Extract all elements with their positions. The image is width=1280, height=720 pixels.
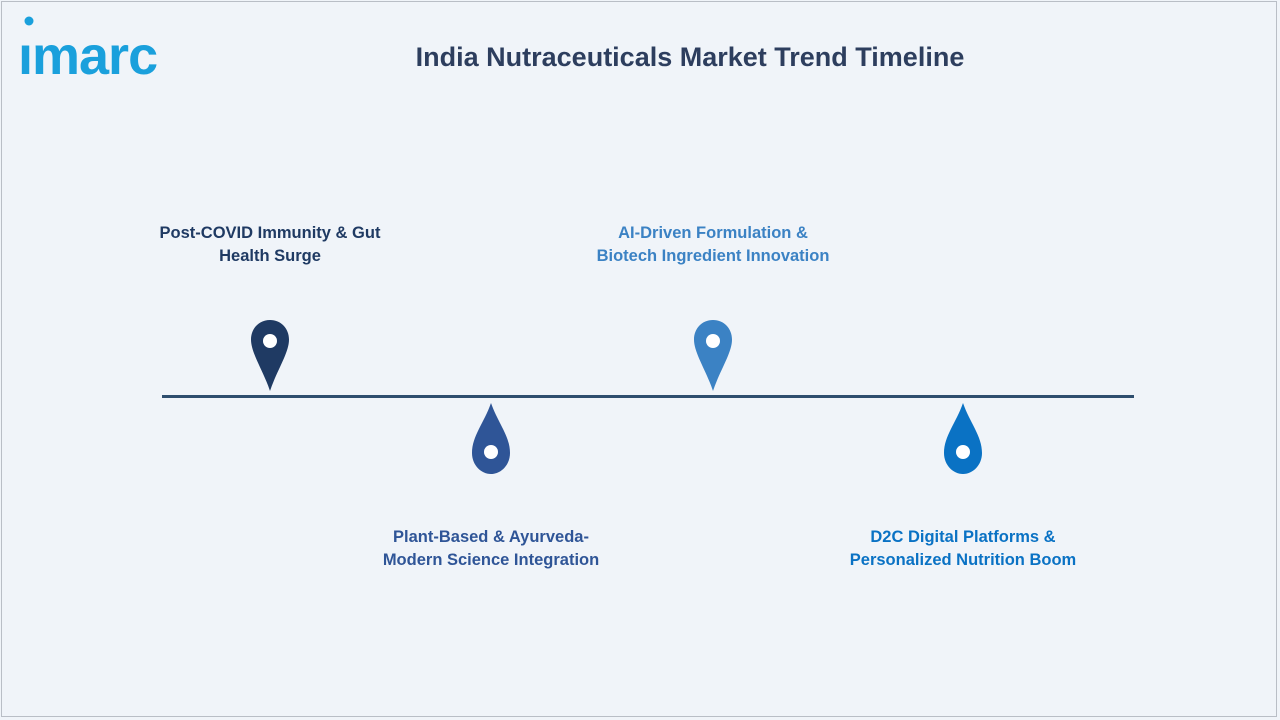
timeline-axis: [162, 395, 1134, 398]
map-pin-icon: [694, 320, 732, 391]
timeline-event-label: AI-Driven Formulation & Biotech Ingredie…: [596, 224, 830, 265]
map-pin-icon: [251, 320, 289, 391]
drop-pin-icon: [944, 403, 982, 474]
svg-text:ımarc: ımarc: [18, 26, 157, 82]
timeline-event-label: D2C Digital Platforms & Personalized Nut…: [849, 528, 1077, 569]
timeline-event-label: Post-COVID Immunity & Gut Health Surge: [159, 224, 381, 265]
imarc-logo: ımarc: [18, 16, 158, 82]
drop-pin-icon: [472, 403, 510, 474]
page-title: India Nutraceuticals Market Trend Timeli…: [415, 42, 965, 72]
timeline-event-label: Plant-Based & Ayurveda- Modern Science I…: [382, 528, 600, 569]
